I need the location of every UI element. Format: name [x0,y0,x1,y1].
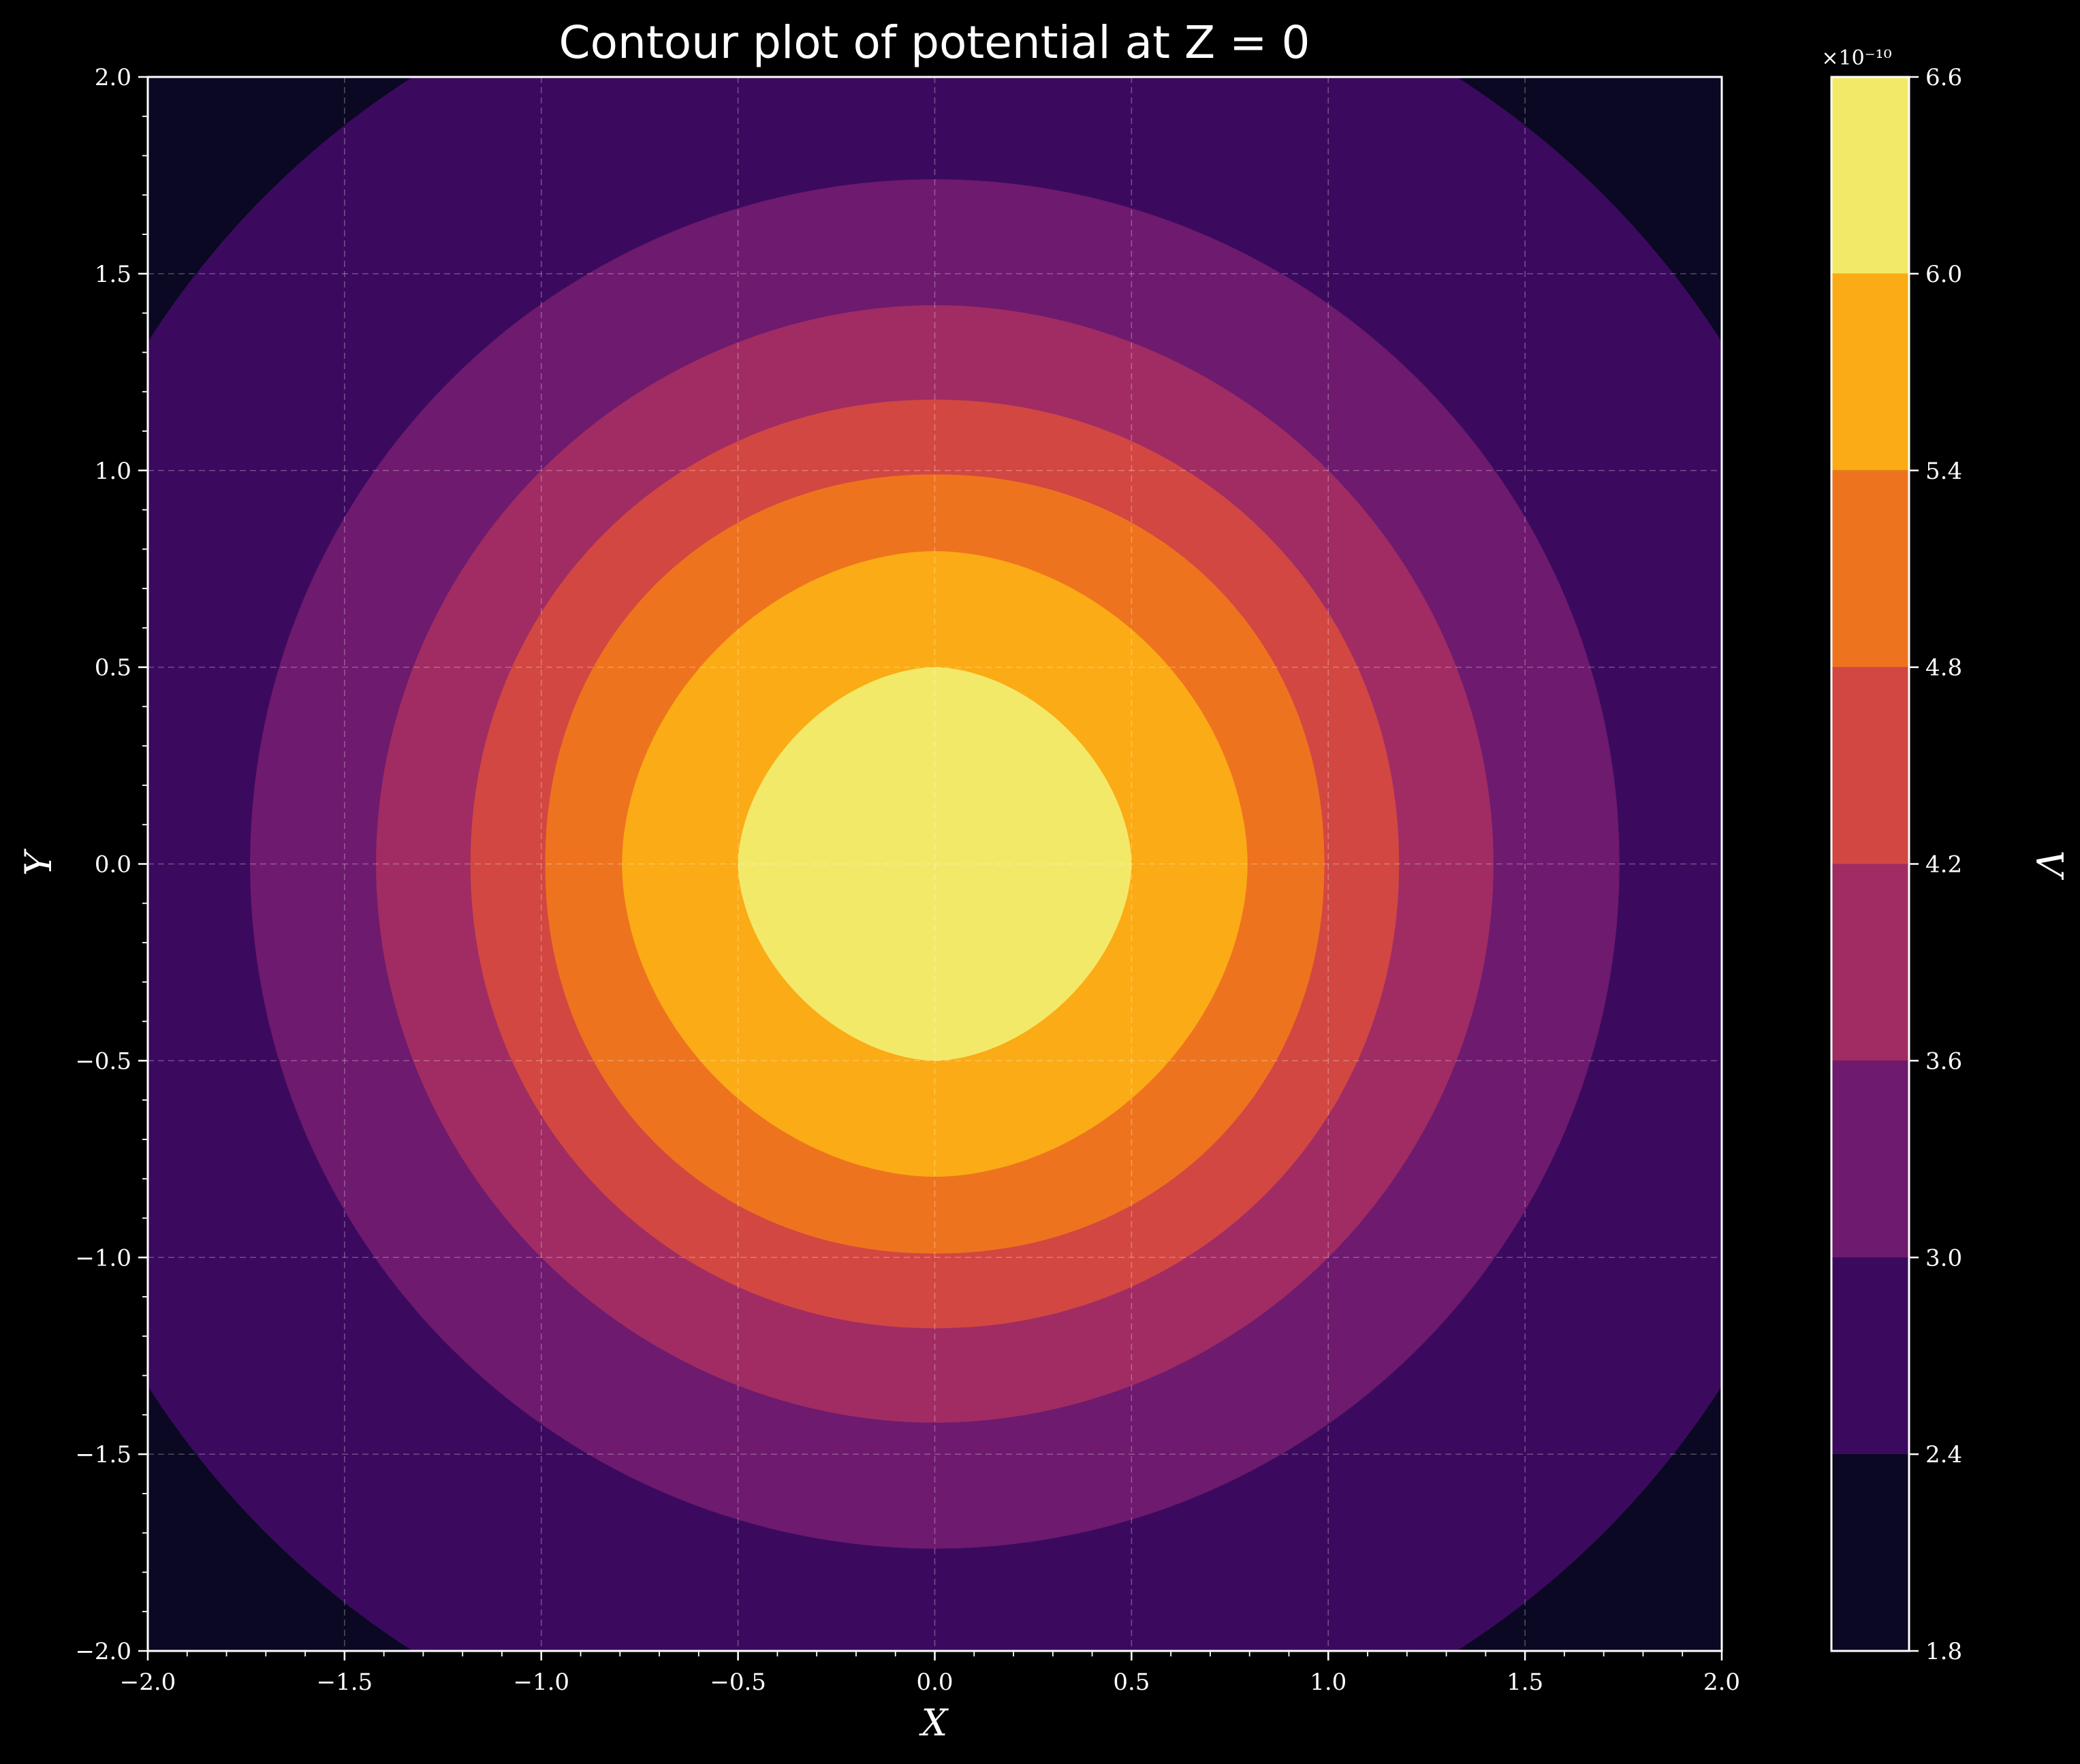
colorbar-band [1831,864,1909,1061]
y-tick-label: 1.5 [95,261,131,288]
y-tick-label: 1.0 [95,458,131,485]
x-tick-label: 2.0 [1703,1669,1740,1696]
colorbar-tick-label: 6.0 [1925,261,1962,288]
y-tick-label: −1.5 [75,1441,131,1468]
x-tick-label: −0.5 [710,1669,766,1696]
x-axis-label: X [919,1701,949,1744]
x-axis-ticks: −2.0 −1.5 −1.0 −0.5 0.0 0.5 1.0 1.5 2.0 [120,1651,1740,1696]
colorbar-bands [1831,77,1909,1651]
contour-band [738,667,1132,1061]
colorbar-tick-label: 1.8 [1925,1638,1962,1665]
x-tick-label: 1.0 [1310,1669,1346,1696]
x-tick-label: 1.5 [1507,1669,1543,1696]
x-tick-label: 0.5 [1113,1669,1150,1696]
colorbar-band [1831,1454,1909,1651]
y-tick-label: 2.0 [95,64,131,91]
colorbar-exponent: ×10⁻¹⁰ [1821,46,1891,70]
colorbar-tick-label: 3.6 [1925,1048,1962,1075]
contour-bands [148,77,1722,1651]
grid-lines [148,77,1722,1651]
colorbar-band [1831,1060,1909,1258]
plot-area: −2.0 −1.5 −1.0 −0.5 0.0 0.5 1.0 1.5 2.0 −2.0 −1.5… [75,64,1740,1696]
colorbar: 1.8 2.4 3.0 3.6 4.2 4.8 5.4 6.0 6.6 ×10⁻¹⁰ V [1821,46,2070,1665]
colorbar-tick-label: 3.0 [1925,1244,1962,1272]
colorbar-label: V [2028,851,2070,881]
y-tick-label: −1.0 [75,1244,131,1272]
colorbar-band [1831,667,1909,864]
colorbar-tick-label: 5.4 [1925,458,1962,485]
colorbar-band [1831,77,1909,274]
y-axis-label: Y [17,849,60,876]
x-tick-label: −2.0 [120,1669,176,1696]
colorbar-tick-label: 6.6 [1925,64,1962,91]
y-tick-label: 0.0 [95,851,131,879]
colorbar-ticks: 1.8 2.4 3.0 3.6 4.2 4.8 5.4 6.0 6.6 [1909,64,1962,1665]
y-tick-label: −0.5 [75,1048,131,1075]
chart-title: Contour plot of potential at Z = 0 [559,16,1310,69]
y-tick-label: 0.5 [95,655,131,682]
x-tick-label: −1.5 [317,1669,373,1696]
colorbar-band [1831,1257,1909,1455]
colorbar-tick-label: 4.2 [1925,851,1962,879]
y-tick-label: −2.0 [75,1638,131,1665]
colorbar-tick-label: 4.8 [1925,655,1962,682]
x-tick-label: 0.0 [916,1669,953,1696]
colorbar-tick-label: 2.4 [1925,1441,1962,1468]
colorbar-band [1831,470,1909,667]
x-tick-label: −1.0 [513,1669,569,1696]
colorbar-band [1831,273,1909,471]
y-axis-ticks: −2.0 −1.5 −1.0 −0.5 0.0 0.5 1.0 1.5 2.0 [75,64,148,1665]
